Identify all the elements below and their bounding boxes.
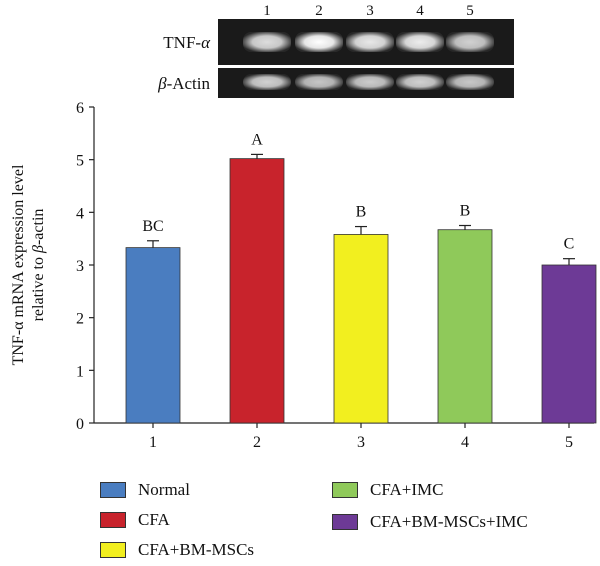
legend-label-3: CFA+BM-MSCs xyxy=(138,540,255,559)
y-label-prefix: relative to xyxy=(30,253,47,321)
y-tick-label-0: 0 xyxy=(76,416,84,433)
gel-label-symbol: β xyxy=(157,74,167,93)
gel-band-r2-l4 xyxy=(396,74,444,90)
gel-lane-label-2: 2 xyxy=(315,3,323,19)
y-tick-label-1: 1 xyxy=(76,363,84,380)
bar-4 xyxy=(437,229,493,424)
gel-lane-label-1: 1 xyxy=(263,3,271,19)
significance-label-4: B xyxy=(460,203,471,220)
x-tick-label-5: 5 xyxy=(565,434,573,451)
legend-swatch-1 xyxy=(100,482,126,498)
y-label-suffix: -actin xyxy=(30,209,47,245)
legend-label-4: CFA+IMC xyxy=(370,480,444,499)
bar-3 xyxy=(333,234,389,424)
legend-item-4: CFA+IMC xyxy=(332,480,444,500)
gel-row-label-1: TNF-α xyxy=(163,33,211,52)
gel-lane-label-3: 3 xyxy=(366,3,374,19)
y-tick-label-5: 5 xyxy=(76,153,84,170)
gel-band-r2-l1 xyxy=(243,74,291,90)
legend-label-1: Normal xyxy=(138,480,190,499)
gel-label-prefix: TNF- xyxy=(163,33,201,52)
gel-band-r2-l2 xyxy=(295,74,343,90)
legend-label-2: CFA xyxy=(138,510,170,529)
gel-band-r2-l3 xyxy=(346,74,394,90)
gel-band-r2-l5 xyxy=(446,74,494,90)
legend: Normal CFA CFA+BM-MSCs CFA+IMC CFA+BM-MS… xyxy=(100,478,580,560)
significance-label-5: C xyxy=(564,236,575,253)
gel-image: TNF-α β-Actin 1 2 3 4 5 xyxy=(157,3,514,98)
gel-band-r1-l3 xyxy=(346,32,394,52)
legend-label-5: CFA+BM-MSCs+IMC xyxy=(370,512,528,531)
chart-axes: 0 1 2 3 4 5 6 1 2 3 4 5 TNF-α mRNA expression level r… xyxy=(10,100,594,451)
significance-label-3: B xyxy=(356,204,367,221)
gel-band-r1-l4 xyxy=(396,32,444,52)
legend-item-2: CFA xyxy=(100,510,170,530)
gel-band-r1-l1 xyxy=(243,32,291,52)
x-tick-label-2: 2 xyxy=(253,434,261,451)
y-tick-label-6: 6 xyxy=(76,100,84,117)
chart-bars xyxy=(125,153,597,424)
x-tick-label-4: 4 xyxy=(461,434,469,451)
gel-label-symbol: α xyxy=(201,33,211,52)
legend-item-3: CFA+BM-MSCs xyxy=(100,540,254,560)
significance-label-2: A xyxy=(251,131,263,148)
x-tick-label-1: 1 xyxy=(149,434,157,451)
gel-band-r1-l5 xyxy=(446,32,494,52)
bar-2 xyxy=(229,158,285,424)
legend-swatch-4 xyxy=(332,482,358,498)
bar-5 xyxy=(541,264,597,424)
legend-item-1: Normal xyxy=(100,480,190,500)
gel-row-label-2: β-Actin xyxy=(157,74,210,93)
legend-swatch-2 xyxy=(100,512,126,528)
y-tick-label-3: 3 xyxy=(76,258,84,275)
gel-lane-label-5: 5 xyxy=(466,3,474,19)
legend-swatch-5 xyxy=(332,514,358,530)
y-tick-label-2: 2 xyxy=(76,311,84,328)
significance-label-1: BC xyxy=(142,218,163,235)
y-axis-label-line2: relative to β-actin xyxy=(30,209,47,322)
y-axis-label-line1: TNF-α mRNA expression level xyxy=(10,164,27,365)
gel-label-suffix: -Actin xyxy=(167,74,211,93)
legend-item-5: CFA+BM-MSCs+IMC xyxy=(332,512,528,532)
y-label-symbol: β xyxy=(30,245,47,254)
gel-band-r1-l2 xyxy=(295,32,343,52)
legend-swatch-3 xyxy=(100,542,126,558)
bar-1 xyxy=(125,247,181,424)
x-tick-label-3: 3 xyxy=(357,434,365,451)
gel-lane-label-4: 4 xyxy=(416,3,424,19)
y-tick-label-4: 4 xyxy=(76,205,84,222)
